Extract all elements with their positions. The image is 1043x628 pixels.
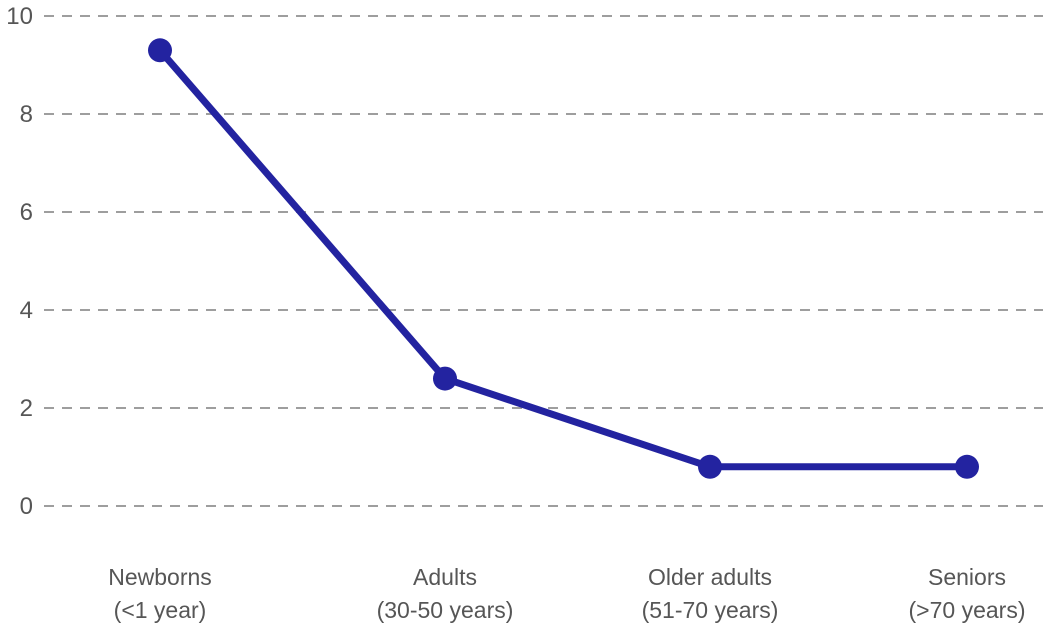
series-line: [156, 46, 971, 471]
y-tick-label: 8: [20, 101, 33, 128]
y-tick-label: 4: [20, 297, 33, 324]
data-point: [955, 454, 979, 479]
x-category-label: Older adults: [648, 564, 772, 590]
y-tick-label: 0: [20, 493, 33, 520]
data-point: [433, 366, 457, 391]
y-tick-label: 2: [20, 395, 33, 422]
y-tick-label: 10: [6, 3, 33, 30]
x-category-range-label: (<1 year): [114, 597, 207, 623]
x-category-range-label: (>70 years): [909, 597, 1026, 623]
x-category-label: Newborns: [108, 564, 212, 590]
x-category-label: Seniors: [928, 564, 1006, 590]
y-tick-label: 6: [20, 199, 33, 226]
x-category-label: Adults: [413, 564, 477, 590]
data-point: [148, 38, 172, 63]
data-point: [698, 454, 722, 479]
x-category-range-label: (30-50 years): [377, 597, 514, 623]
x-category-range-label: (51-70 years): [642, 597, 779, 623]
